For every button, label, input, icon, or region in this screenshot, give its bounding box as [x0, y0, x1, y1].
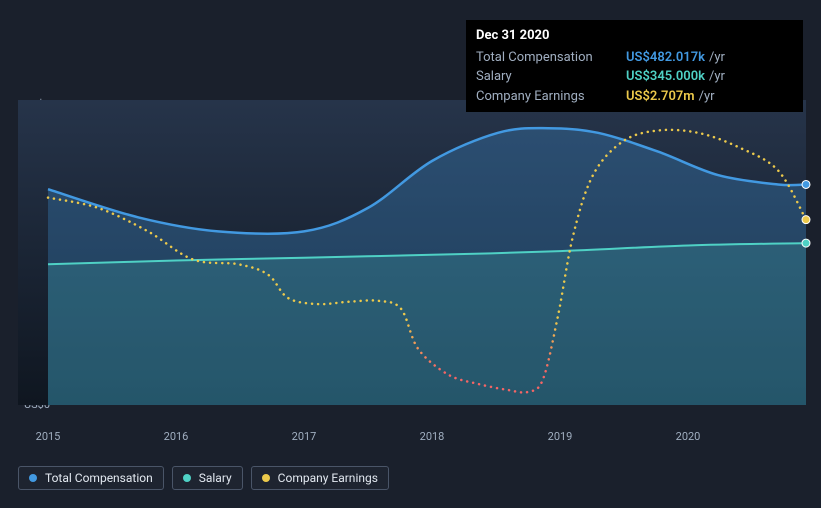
tooltip-row-unit: /yr [699, 87, 715, 107]
tooltip-row: SalaryUS$345.000k /yr [476, 67, 793, 87]
series-end-marker [802, 239, 810, 247]
x-axis-tick: 2017 [292, 430, 317, 443]
tooltip-row: Total CompensationUS$482.017k /yr [476, 48, 793, 68]
x-axis: 2015 2016 2017 2018 2019 2020 [18, 430, 806, 450]
tooltip-row-value: US$2.707m [626, 87, 695, 107]
x-axis-tick: 2018 [420, 430, 445, 443]
chart-tooltip: Dec 31 2020 Total CompensationUS$482.017… [466, 20, 803, 112]
series-end-marker [802, 180, 810, 188]
tooltip-rows: Total CompensationUS$482.017k /yrSalaryU… [476, 48, 793, 107]
legend-dot-icon [29, 474, 37, 482]
chart-plot[interactable] [18, 100, 806, 405]
x-axis-tick: 2016 [164, 430, 189, 443]
tooltip-row-label: Company Earnings [476, 87, 626, 107]
chart-area: US$650k US$0 [18, 100, 806, 425]
legend-item[interactable]: Company Earnings [251, 466, 389, 490]
tooltip-row-value: US$482.017k [626, 48, 705, 68]
legend-label: Total Compensation [45, 471, 153, 485]
tooltip-row-value: US$345.000k [626, 67, 705, 87]
legend-item[interactable]: Salary [172, 466, 243, 490]
x-axis-tick: 2015 [36, 430, 61, 443]
legend-item[interactable]: Total Compensation [18, 466, 164, 490]
tooltip-row: Company EarningsUS$2.707m /yr [476, 87, 793, 107]
tooltip-row-label: Total Compensation [476, 48, 626, 68]
tooltip-date: Dec 31 2020 [476, 26, 793, 46]
tooltip-row-unit: /yr [709, 48, 725, 68]
x-axis-tick: 2019 [548, 430, 573, 443]
legend-label: Salary [199, 471, 232, 485]
legend-label: Company Earnings [278, 471, 378, 485]
series-salary-area [48, 243, 806, 405]
tooltip-row-label: Salary [476, 67, 626, 87]
chart-container: Dec 31 2020 Total CompensationUS$482.017… [0, 0, 821, 508]
chart-legend: Total Compensation Salary Company Earnings [18, 466, 389, 490]
tooltip-row-unit: /yr [709, 67, 725, 87]
series-end-marker [802, 216, 810, 224]
x-axis-tick: 2020 [676, 430, 701, 443]
legend-dot-icon [183, 474, 191, 482]
legend-dot-icon [262, 474, 270, 482]
